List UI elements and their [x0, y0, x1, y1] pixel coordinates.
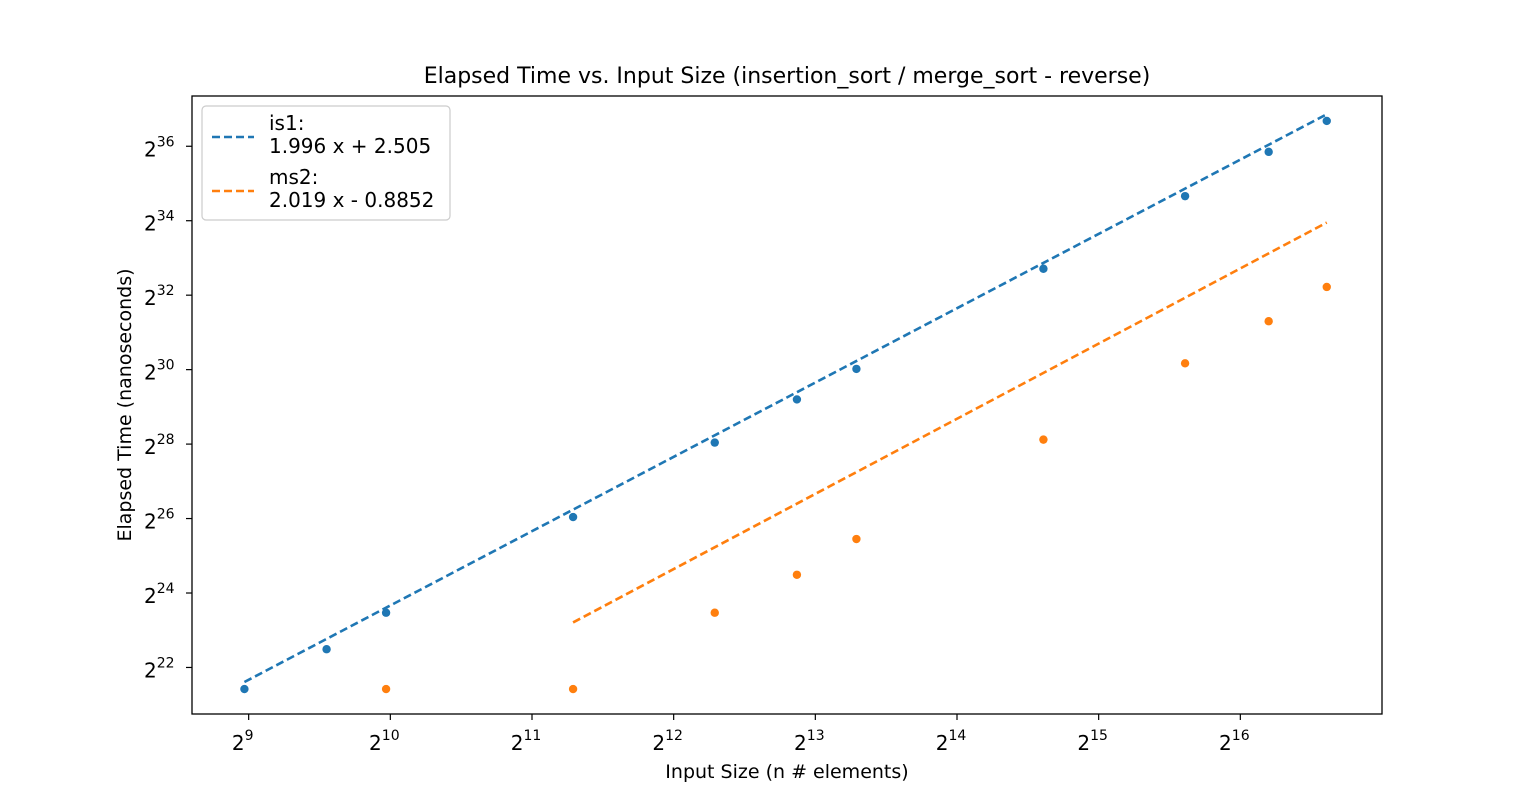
series-ms2 — [381, 221, 1331, 694]
data-point-ms2 — [1322, 282, 1331, 292]
y-tick-label: 226 — [144, 507, 175, 534]
y-tick-base: 2 — [144, 584, 157, 608]
data-point-is1 — [852, 364, 861, 374]
y-tick-label: 228 — [144, 432, 175, 459]
fit-line-ms2 — [572, 221, 1328, 624]
y-tick-label: 222 — [144, 655, 175, 682]
y-tick-exponent: 24 — [157, 581, 175, 597]
data-point-is1 — [381, 608, 391, 617]
data-point-is1 — [1264, 147, 1273, 157]
series-is1 — [240, 113, 1331, 694]
x-tick-label: 210 — [369, 728, 400, 755]
legend-item-is1: is1:1.996 x + 2.505 — [212, 111, 431, 158]
x-tick-exponent: 13 — [807, 728, 825, 744]
y-tick-base: 2 — [144, 658, 157, 682]
y-tick-exponent: 22 — [157, 655, 175, 671]
plot-area — [240, 113, 1331, 694]
x-tick-label: 215 — [1077, 728, 1108, 755]
y-tick-exponent: 36 — [157, 134, 175, 150]
data-point-ms2 — [710, 608, 719, 617]
y-tick-base: 2 — [144, 510, 157, 534]
x-tick-exponent: 10 — [382, 728, 400, 744]
legend-item-ms2: ms2:2.019 x - 0.8852 — [212, 165, 434, 212]
y-tick-base: 2 — [144, 435, 157, 459]
x-tick-label: 211 — [511, 728, 542, 755]
y-tick-exponent: 34 — [157, 209, 175, 225]
data-point-ms2 — [568, 684, 578, 694]
data-point-ms2 — [852, 534, 861, 544]
data-point-is1 — [710, 438, 719, 447]
y-tick-exponent: 28 — [157, 432, 175, 448]
chart-title: Elapsed Time vs. Input Size (insertion_s… — [424, 64, 1151, 89]
y-tick-base: 2 — [144, 361, 157, 385]
x-tick-exponent: 14 — [948, 728, 966, 744]
x-tick-base: 2 — [936, 731, 949, 755]
legend-fit-label: 1.996 x + 2.505 — [269, 134, 431, 158]
y-tick-label: 224 — [144, 581, 175, 608]
x-tick-exponent: 11 — [523, 728, 541, 744]
x-axis: 29 210 211 212 213 214 215 216 — [232, 714, 1250, 755]
y-tick-exponent: 32 — [157, 283, 175, 299]
y-tick-label: 234 — [144, 209, 175, 236]
x-tick-label: 214 — [936, 728, 967, 755]
legend-series-name: ms2: — [269, 165, 318, 189]
y-tick-label: 232 — [144, 283, 175, 310]
x-tick-exponent: 12 — [665, 728, 683, 744]
x-tick-base: 2 — [511, 731, 524, 755]
x-tick-label: 216 — [1219, 728, 1250, 755]
legend-fit-label: 2.019 x - 0.8852 — [269, 188, 434, 212]
data-point-ms2 — [1039, 435, 1048, 444]
data-point-is1 — [568, 512, 578, 522]
x-tick-label: 212 — [652, 728, 683, 755]
data-point-is1 — [322, 645, 331, 654]
y-axis-label: Elapsed Time (nanoseconds) — [114, 268, 136, 541]
data-point-ms2 — [381, 684, 391, 694]
x-tick-exponent: 16 — [1232, 728, 1250, 744]
x-tick-base: 2 — [1077, 731, 1090, 755]
x-tick-base: 2 — [369, 731, 382, 755]
x-tick-label: 213 — [794, 728, 825, 755]
x-tick-base: 2 — [232, 731, 245, 755]
x-axis-label: Input Size (n # elements) — [665, 761, 908, 783]
data-point-is1 — [792, 395, 802, 404]
x-tick-exponent: 15 — [1090, 728, 1108, 744]
legend: is1:1.996 x + 2.505 ms2:2.019 x - 0.8852 — [201, 105, 451, 221]
legend-series-name: is1: — [269, 111, 304, 135]
y-tick-base: 2 — [144, 286, 157, 310]
y-tick-base: 2 — [144, 137, 157, 161]
data-point-is1 — [240, 684, 249, 694]
legend-box — [201, 105, 451, 221]
x-tick-exponent: 9 — [245, 728, 254, 744]
x-tick-label: 29 — [232, 728, 254, 755]
y-tick-base: 2 — [144, 212, 157, 236]
y-tick-exponent: 26 — [157, 507, 175, 523]
data-point-ms2 — [1180, 359, 1190, 368]
y-tick-label: 236 — [144, 134, 175, 161]
y-tick-exponent: 30 — [157, 358, 175, 374]
x-tick-base: 2 — [794, 731, 807, 755]
data-point-is1 — [1180, 191, 1190, 201]
y-tick-label: 230 — [144, 358, 175, 385]
data-point-ms2 — [1264, 317, 1273, 326]
x-tick-base: 2 — [652, 731, 665, 755]
x-tick-base: 2 — [1219, 731, 1232, 755]
plot-frame — [191, 95, 1383, 715]
data-point-ms2 — [792, 570, 802, 579]
data-point-is1 — [1039, 264, 1048, 273]
data-point-is1 — [1322, 116, 1331, 126]
